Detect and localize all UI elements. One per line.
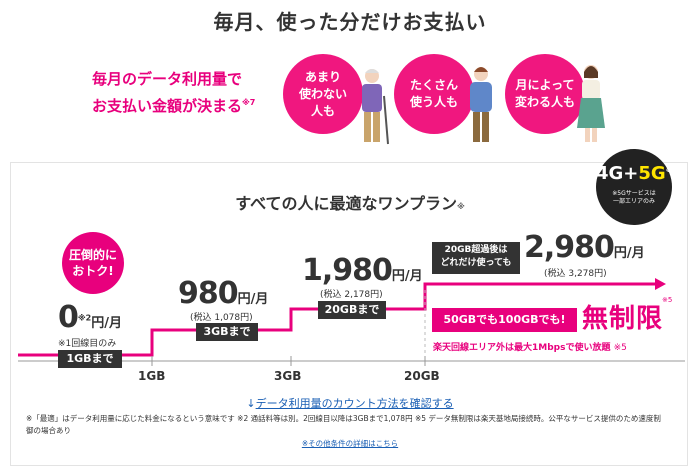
network-badge-text: 4G+5G※6 xyxy=(596,163,675,184)
bubble-heavy-user: たくさん 使う人も xyxy=(394,54,474,134)
unlimited-bar: 50GBでも100GBでも! xyxy=(432,308,577,332)
lead-line-2: お支払い金額が決まる※7 xyxy=(92,97,256,115)
axis-label-1gb: 1GB xyxy=(138,369,166,383)
tier-2-price: 1,980円/月 xyxy=(302,253,423,288)
data-count-link[interactable]: ↓データ利用量のカウント方法を確認する xyxy=(246,397,454,410)
bargain-circle: 圧倒的に おトク! xyxy=(62,232,124,294)
rakuten-area-note: 楽天回線エリア外は最大1Mbpsで使い放題 ※5 xyxy=(433,343,627,353)
step-line-arrow xyxy=(655,278,666,290)
network-badge-note: ※5Gサービスは 一部エリアのみ xyxy=(612,190,656,205)
axis-label-3gb: 3GB xyxy=(274,369,302,383)
network-badge: 4G+5G※6 ※5Gサービスは 一部エリアのみ xyxy=(596,149,675,225)
footnote: ※「最適」はデータ利用量に応じた料金になるという意味です ※2 通話料等は別。2… xyxy=(26,414,661,435)
unlimited-note: ※5 xyxy=(662,296,673,304)
tier-2-label: 20GBまで xyxy=(318,301,386,319)
price-step-line xyxy=(18,282,655,357)
tier-2-tax: (税込 2,178円) xyxy=(320,290,383,300)
tier-1-label: 3GBまで xyxy=(196,323,258,341)
lead-line-1: 毎月のデータ利用量で xyxy=(92,70,243,88)
bubble-variable-user: 月によって 変わる人も xyxy=(505,54,585,134)
tier-3-price: 2,980円/月 xyxy=(524,230,645,265)
tier-0-price: 0※2円/月 xyxy=(58,300,122,335)
lead-note: ※7 xyxy=(242,98,256,107)
axis-label-20gb: 20GB xyxy=(404,369,440,383)
arrow-down-icon: ↓ xyxy=(246,397,256,410)
tier-0-sub: ※1回線目のみ xyxy=(58,339,117,349)
tier-3-tax: (税込 3,278円) xyxy=(544,269,607,279)
young-man-icon xyxy=(470,67,492,142)
woman-icon xyxy=(577,65,605,142)
elderly-person-icon xyxy=(362,69,389,145)
unlimited-text: 無制限 xyxy=(582,304,664,334)
tier-3-label: 20GB超過後は どれだけ使っても xyxy=(432,242,520,274)
page-title: 毎月、使った分だけお支払い xyxy=(213,10,487,34)
tier-1-tax: (税込 1,078円) xyxy=(190,313,253,323)
lead-text: 毎月のデータ利用量で お支払い金額が決まる※7 xyxy=(92,67,255,118)
other-conditions-link[interactable]: ※その他条件の詳細はこちら xyxy=(301,439,399,448)
tier-1-price: 980円/月 xyxy=(178,276,269,311)
panel-title: すべての人に最適なワンプラン※ xyxy=(235,194,465,213)
tier-0-label: 1GBまで xyxy=(58,350,122,368)
bubble-light-user: あまり 使わない 人も xyxy=(283,54,363,134)
